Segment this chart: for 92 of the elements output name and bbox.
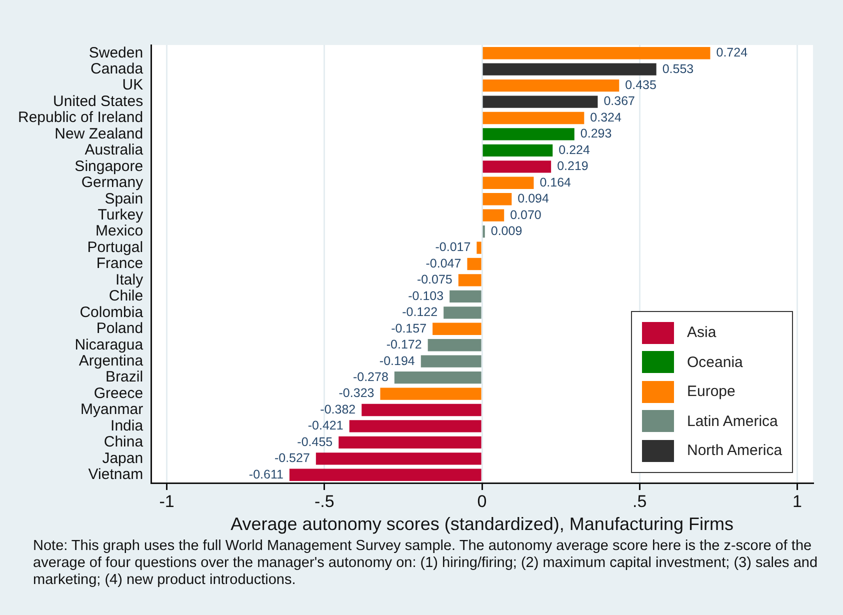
y-tick-label: Sweden [88,44,144,62]
y-tick-label: Republic of Ireland [18,109,144,126]
bar [482,63,656,76]
x-tick-label: -1 [159,492,174,511]
y-tick-label: Brazil [106,368,144,386]
x-tick-label: -.5 [314,492,334,511]
y-tick-label: Nicaragua [74,336,144,354]
bar [482,112,584,124]
bar [444,306,482,319]
y-tick-label: Colombia [80,304,144,321]
y-tick-label: New Zealand [54,125,144,142]
data-label: -0.172 [386,338,422,352]
data-label: 0.553 [662,62,694,76]
data-label: -0.122 [402,305,438,320]
y-tick-label: Germany [81,174,144,192]
data-label: 0.164 [540,175,572,190]
y-tick-label: Australia [84,142,144,159]
bar [428,339,482,352]
x-tick-label: .5 [632,492,647,511]
bar [458,274,482,286]
y-tick-label: Chile [108,288,144,305]
y-tick-label: Poland [96,320,144,338]
data-label: -0.527 [274,451,310,466]
x-axis-title: Average autonomy scores (standardized), Manufacturing Firms [230,514,734,534]
legend-label: Europe [687,383,736,400]
bar [289,468,482,481]
data-label: -0.382 [320,402,356,416]
y-tick-label: Italy [116,271,144,288]
legend-label: Asia [687,324,716,342]
data-label: 0.324 [590,110,622,124]
data-label: 0.094 [518,192,549,206]
data-label: -0.323 [338,386,374,400]
bar [362,404,482,416]
data-label: -0.455 [297,434,333,449]
y-tick-label: Portugal [87,238,144,256]
bar [482,79,620,92]
y-tick-label: France [96,255,144,272]
data-label: -0.421 [308,418,344,433]
y-tick-label: Turkey [98,206,144,224]
y-tick-label: United States [53,92,144,110]
y-tick-label: Myanmar [80,401,144,418]
y-tick-label: Canada [90,60,144,78]
bar [482,193,512,206]
text: Note: This graph uses the full World Management Survey sample. The autonomy average score here is the z-score of the average of four questions over the manager's autonomy on: (1) hiring/firing; (2) maximum capital investment; (3) sales and marketing; (4) new product introductions. [33,538,819,589]
y-tick-label: Spain [104,190,144,208]
data-label: 0.724 [716,46,748,60]
legend-label: Latin America [687,412,778,430]
bar [482,128,574,140]
data-label: -0.075 [416,272,452,287]
data-label: 0.367 [604,94,636,108]
y-tick-label: Greece [94,384,144,402]
y-tick-label: Argentina [78,352,144,370]
data-label: 0.435 [625,78,656,92]
bar [450,290,482,303]
y-tick-label: Mexico [96,222,144,240]
data-label: -0.103 [408,288,444,303]
bar [482,176,534,189]
bar [420,355,482,368]
bar [482,47,710,60]
bar [316,452,482,465]
data-label: 0.009 [490,224,522,238]
data-label: -0.017 [435,240,471,254]
x-tick-label: 1 [792,492,802,511]
y-tick-label: China [104,434,144,451]
y-tick-label: UK [122,76,144,94]
x-tick-label: 0 [477,492,487,511]
bar [482,209,504,222]
data-label: -0.194 [379,354,415,368]
data-label: 0.070 [510,208,542,222]
bar [482,96,598,108]
data-label: -0.157 [391,321,427,336]
y-tick-label: Vietnam [88,466,144,484]
data-label: 0.293 [580,126,612,141]
bar [467,258,482,270]
bar [338,436,482,449]
bar [482,160,552,173]
legend-label: Oceania [687,354,743,371]
bar [394,371,482,384]
bar [380,388,482,400]
bar [482,144,553,157]
y-tick-label: Singapore [74,158,144,175]
data-label: -0.611 [248,467,284,482]
legend-label: North America [687,442,782,460]
y-tick-label: Japan [102,450,144,467]
data-label: -0.047 [426,256,462,270]
bar [349,420,482,432]
y-tick-label: India [110,417,144,434]
data-label: 0.219 [557,159,588,174]
data-label: 0.224 [558,142,590,157]
bar [476,242,482,254]
data-label: -0.278 [352,370,388,384]
bar [432,322,482,335]
